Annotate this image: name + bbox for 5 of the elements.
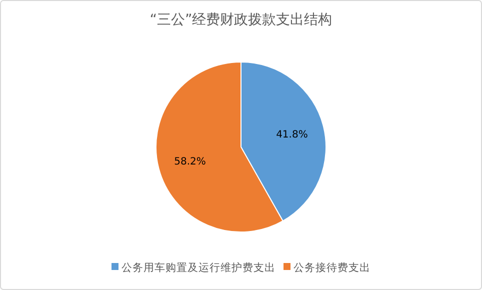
legend-label: 公务接待费支出	[294, 261, 370, 274]
chart-title: “三公”经费财政拨款支出结构	[150, 12, 332, 28]
data-label: 41.8%	[276, 130, 308, 141]
data-label: 58.2%	[174, 156, 206, 168]
legend-label: 公务用车购置及运行维护费支出	[122, 261, 276, 274]
